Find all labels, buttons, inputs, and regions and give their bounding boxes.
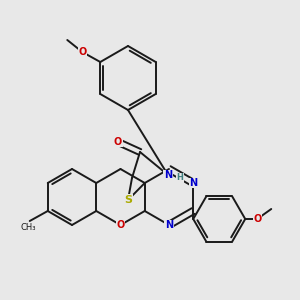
Text: CH₃: CH₃ bbox=[20, 223, 35, 232]
Text: N: N bbox=[164, 170, 172, 180]
Text: S: S bbox=[124, 195, 132, 205]
Text: H: H bbox=[177, 173, 183, 182]
Text: O: O bbox=[253, 214, 261, 224]
Text: O: O bbox=[116, 220, 124, 230]
Text: N: N bbox=[165, 220, 173, 230]
Text: O: O bbox=[114, 137, 122, 147]
Text: N: N bbox=[189, 178, 197, 188]
Text: O: O bbox=[78, 47, 86, 57]
